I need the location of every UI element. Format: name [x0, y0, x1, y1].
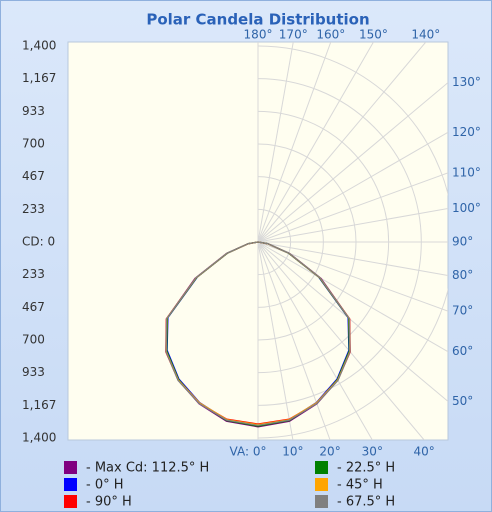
angle-tick-label: 150°	[359, 28, 388, 42]
r-tick-label: 1,400	[22, 431, 56, 445]
legend-swatch	[315, 478, 328, 491]
angle-tick-label: 10°	[282, 445, 303, 459]
legend-swatch	[64, 461, 77, 474]
angle-tick-label: 160°	[316, 28, 345, 42]
r-tick-label: 467	[22, 300, 45, 314]
r-tick-label: 700	[22, 333, 45, 347]
grid-ray	[257, 42, 332, 243]
angle-tick-label: 170°	[279, 28, 308, 42]
legend-swatch	[64, 478, 77, 491]
grid-arc	[257, 45, 448, 439]
r-tick-label: 233	[22, 267, 45, 281]
angle-tick-label: 100°	[452, 201, 481, 215]
legend-swatch	[64, 495, 77, 508]
grid-ray	[257, 131, 448, 243]
r-tick-label: 700	[22, 137, 45, 151]
angle-tick-label: 50°	[452, 394, 473, 408]
r-tick-label: CD: 0	[22, 235, 55, 249]
legend-label: - 45° H	[337, 478, 383, 493]
grid-ray	[257, 42, 374, 243]
legend-label: - 0° H	[86, 478, 124, 493]
angle-tick-label: 110°	[452, 165, 481, 179]
grid-ray	[257, 241, 448, 353]
angle-tick-label: 40°	[414, 445, 435, 459]
grid-ray	[257, 172, 448, 243]
angle-tick-label: 30°	[362, 445, 383, 459]
grid-ray	[257, 82, 448, 243]
angle-tick-label: 120°	[452, 125, 481, 139]
angle-tick-label: 180°	[244, 28, 273, 42]
candela-curve	[165, 241, 259, 427]
legend-label: - Max Cd: 112.5° H	[86, 461, 209, 476]
grid-ray	[257, 241, 373, 440]
grid-ray	[257, 208, 448, 243]
angle-tick-label: 130°	[452, 75, 481, 89]
candela-curve	[257, 241, 351, 427]
legend-label: - 67.5° H	[337, 495, 395, 510]
grid-ray	[257, 42, 427, 243]
r-tick-label: 1,400	[22, 39, 56, 53]
legend-label: - 90° H	[86, 495, 132, 510]
grid-ray	[257, 241, 448, 276]
angle-tick-label: 140°	[411, 28, 440, 42]
angle-tick-label: 90°	[452, 235, 473, 249]
r-tick-label: 233	[22, 202, 45, 216]
grid-ray	[257, 42, 294, 243]
angle-tick-label: 80°	[452, 268, 473, 282]
r-tick-label: 933	[22, 104, 45, 118]
r-tick-label: 1,167	[22, 71, 56, 85]
grid-ray	[257, 241, 331, 440]
r-tick-label: 467	[22, 169, 45, 183]
grid-ray	[257, 241, 294, 440]
angle-tick-label: 60°	[452, 344, 473, 358]
grid-ray	[257, 241, 448, 402]
legend-label: - 22.5° H	[337, 461, 395, 476]
legend-swatch	[315, 495, 328, 508]
angle-tick-label: 70°	[452, 304, 473, 318]
legend-swatch	[315, 461, 328, 474]
angle-tick-label: 20°	[319, 445, 340, 459]
angle-tick-label: VA: 0°	[230, 445, 267, 459]
chart-title: Polar Candela Distribution	[146, 11, 369, 29]
r-tick-label: 933	[22, 365, 45, 379]
grid-ray	[257, 241, 425, 440]
r-tick-label: 1,167	[22, 398, 56, 412]
